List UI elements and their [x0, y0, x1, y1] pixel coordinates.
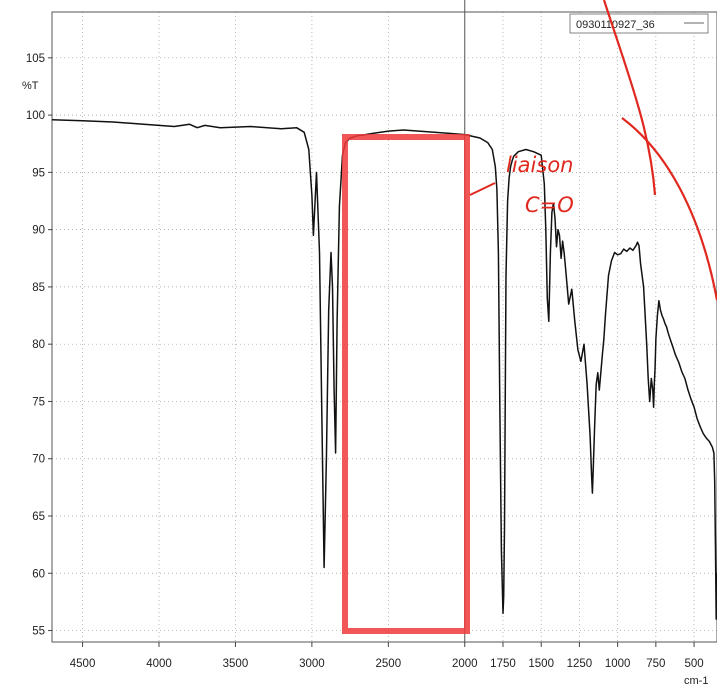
y-tick-label: 60 [32, 568, 45, 580]
y-tick-label: 80 [32, 339, 45, 351]
y-tick-label: 75 [32, 396, 45, 408]
x-tick-label: 750 [646, 658, 665, 670]
x-axis: 4500 4000 3500 3000 2500 2000 1750 1500 1250 1000… [70, 642, 704, 670]
y-tick-label: 105 [26, 53, 45, 65]
legend-entry: 0930110927_36 [576, 19, 655, 31]
x-tick-label: 500 [684, 658, 703, 670]
grid-lines [52, 12, 717, 642]
x-tick-label: 4500 [70, 658, 96, 670]
highlight-box [342, 134, 470, 634]
y-tick-label: 95 [32, 167, 45, 179]
x-tick-label: 3500 [223, 658, 249, 670]
y-tick-label: 85 [32, 282, 45, 294]
x-tick-label: 1500 [528, 658, 554, 670]
y-tick-label: 90 [32, 225, 45, 237]
x-unit-label: cm-1 [684, 675, 708, 687]
x-tick-label: 3000 [299, 658, 325, 670]
y-unit-label: %T [22, 80, 39, 92]
y-axis: 55 60 65 70 75 80 85 90 95 100 105 [26, 53, 52, 638]
plot-frame [51, 11, 717, 643]
y-tick-label: 55 [32, 626, 45, 638]
y-tick-label: 70 [32, 454, 45, 466]
annotation-pointer [469, 182, 496, 196]
x-tick-label: 2500 [376, 658, 402, 670]
x-tick-label: 1250 [567, 658, 593, 670]
red-stroke-curve [621, 117, 717, 301]
y-tick-label: 100 [26, 110, 45, 122]
x-tick-label: 1750 [490, 658, 516, 670]
x-tick-label: 2000 [452, 658, 478, 670]
legend: 0930110927_36 [569, 13, 709, 34]
annotation-text-line1: liaison [506, 153, 573, 177]
red-stroke-long [602, 0, 657, 196]
x-tick-label: 4000 [146, 658, 172, 670]
handwritten-annotation: liaison C=O [342, 0, 717, 634]
series-line-0930110927_36 [51, 118, 717, 620]
y-tick-label: 65 [32, 511, 45, 523]
annotation-text-line2: C=O [525, 193, 574, 217]
x-tick-label: 1000 [605, 658, 631, 670]
